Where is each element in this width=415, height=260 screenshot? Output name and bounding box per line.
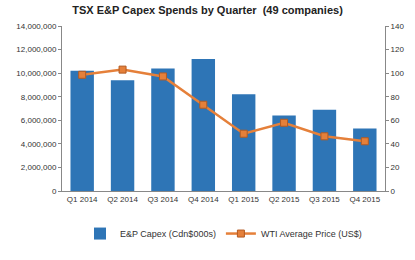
svg-text:60: 60 xyxy=(391,116,400,125)
svg-text:Q1 2014: Q1 2014 xyxy=(67,195,98,204)
svg-text:80: 80 xyxy=(391,93,400,102)
svg-text:0: 0 xyxy=(391,187,396,196)
svg-text:140: 140 xyxy=(391,22,405,31)
svg-text:Q2 2014: Q2 2014 xyxy=(107,195,138,204)
svg-text:20: 20 xyxy=(391,163,400,172)
svg-text:E&P Capex (Cdn$000s): E&P Capex (Cdn$000s) xyxy=(120,229,216,239)
svg-text:TSX E&P Capex Spends by Quarte: TSX E&P Capex Spends by Quarter (49 comp… xyxy=(72,4,343,16)
svg-text:Q4 2015: Q4 2015 xyxy=(349,195,380,204)
svg-text:Q4 2014: Q4 2014 xyxy=(188,195,219,204)
svg-text:Q3 2014: Q3 2014 xyxy=(148,195,179,204)
svg-text:WTI Average Price (US$): WTI Average Price (US$) xyxy=(261,229,362,239)
svg-text:14,000,000: 14,000,000 xyxy=(16,22,57,31)
svg-text:Q1 2015: Q1 2015 xyxy=(228,195,259,204)
svg-text:100: 100 xyxy=(391,69,405,78)
svg-text:120: 120 xyxy=(391,45,405,54)
svg-text:2,000,000: 2,000,000 xyxy=(21,163,57,172)
svg-text:Q3 2015: Q3 2015 xyxy=(309,195,340,204)
svg-text:8,000,000: 8,000,000 xyxy=(21,93,57,102)
svg-text:Q2 2015: Q2 2015 xyxy=(269,195,300,204)
svg-text:40: 40 xyxy=(391,140,400,149)
svg-text:4,000,000: 4,000,000 xyxy=(21,140,57,149)
svg-text:0: 0 xyxy=(52,187,57,196)
svg-text:10,000,000: 10,000,000 xyxy=(16,69,57,78)
svg-text:12,000,000: 12,000,000 xyxy=(16,45,57,54)
svg-text:6,000,000: 6,000,000 xyxy=(21,116,57,125)
